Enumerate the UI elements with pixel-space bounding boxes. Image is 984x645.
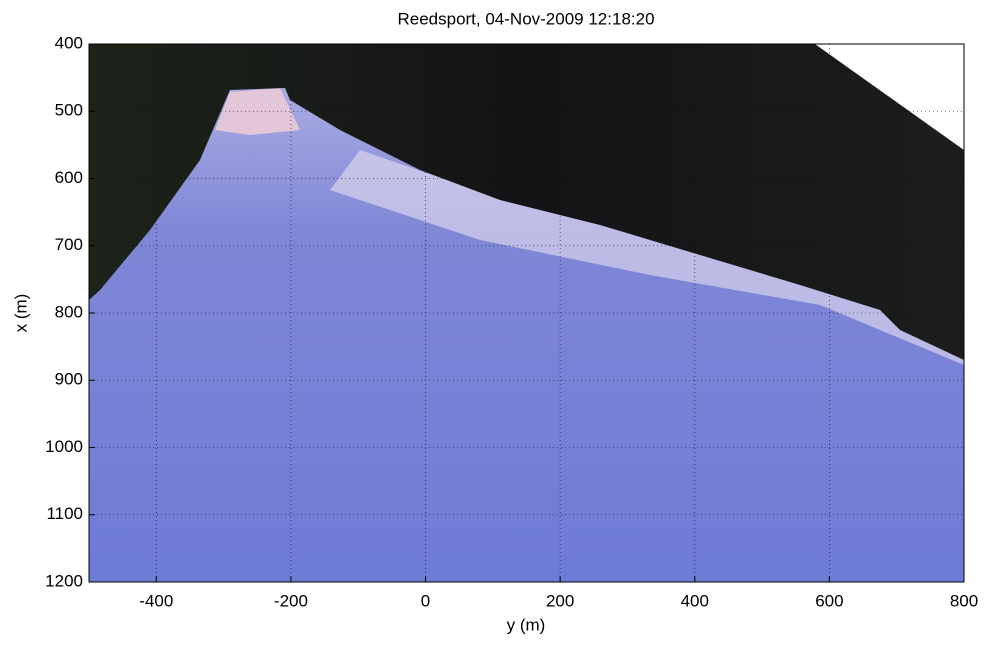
- land: [89, 44, 964, 360]
- y-tick-label: 500: [55, 101, 83, 120]
- image: [89, 44, 964, 582]
- x-tick-label: 0: [421, 591, 430, 610]
- y-tick-label: 400: [55, 33, 83, 52]
- chart-title: Reedsport, 04-Nov-2009 12:18:20: [397, 9, 654, 28]
- x-tick-label: 800: [950, 591, 978, 610]
- x-axis-label: y (m): [507, 615, 546, 634]
- y-tick-label: 800: [55, 302, 83, 321]
- x-tick-label: -200: [274, 591, 308, 610]
- y-axis-label: x (m): [11, 294, 30, 333]
- y-tick-label: 600: [55, 168, 83, 187]
- x-tick-label: 400: [681, 591, 709, 610]
- y-tick-label: 1000: [45, 437, 83, 456]
- y-tick-label: 1200: [45, 571, 83, 590]
- y-tick-label: 700: [55, 235, 83, 254]
- y-tick-label: 900: [55, 370, 83, 389]
- shore-glare: [330, 150, 964, 365]
- x-tick-label: 600: [815, 591, 843, 610]
- x-tick-label: -400: [139, 591, 173, 610]
- x-tick-label: 200: [546, 591, 574, 610]
- no-data: [815, 44, 964, 150]
- y-tick-label: 1100: [46, 504, 83, 523]
